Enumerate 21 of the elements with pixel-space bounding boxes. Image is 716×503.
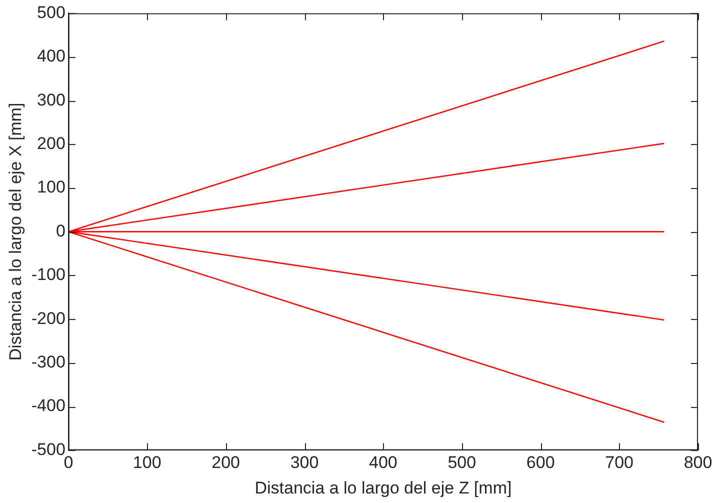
x-tick-label: 600: [526, 453, 555, 472]
y-tick-label: 300: [37, 90, 66, 110]
x-tick-label: 800: [684, 453, 712, 472]
y-tick-label: -300: [31, 352, 66, 372]
y-tick-label: -100: [31, 265, 66, 284]
x-tick-label: 200: [212, 453, 240, 472]
x-tick-label: 100: [132, 453, 162, 472]
x-tick-label: 400: [369, 453, 398, 472]
y-tick-label: -400: [31, 396, 66, 416]
x-tick-label: 300: [290, 453, 319, 472]
y-tick-label: 400: [37, 46, 66, 66]
y-axis-title: Distancia a lo largo del eje X [mm]: [6, 102, 25, 361]
x-tick-label: 700: [605, 453, 634, 472]
y-tick-label: -200: [31, 308, 66, 328]
y-tick-label: 500: [37, 2, 66, 22]
y-tick-label: -500: [31, 440, 66, 459]
x-tick-label: 500: [448, 453, 476, 472]
y-tick-label: 200: [37, 134, 66, 153]
y-tick-label: 0: [56, 221, 66, 240]
y-tick-label: 100: [37, 178, 66, 197]
x-axis-title: Distancia a lo largo del eje Z [mm]: [254, 478, 512, 498]
